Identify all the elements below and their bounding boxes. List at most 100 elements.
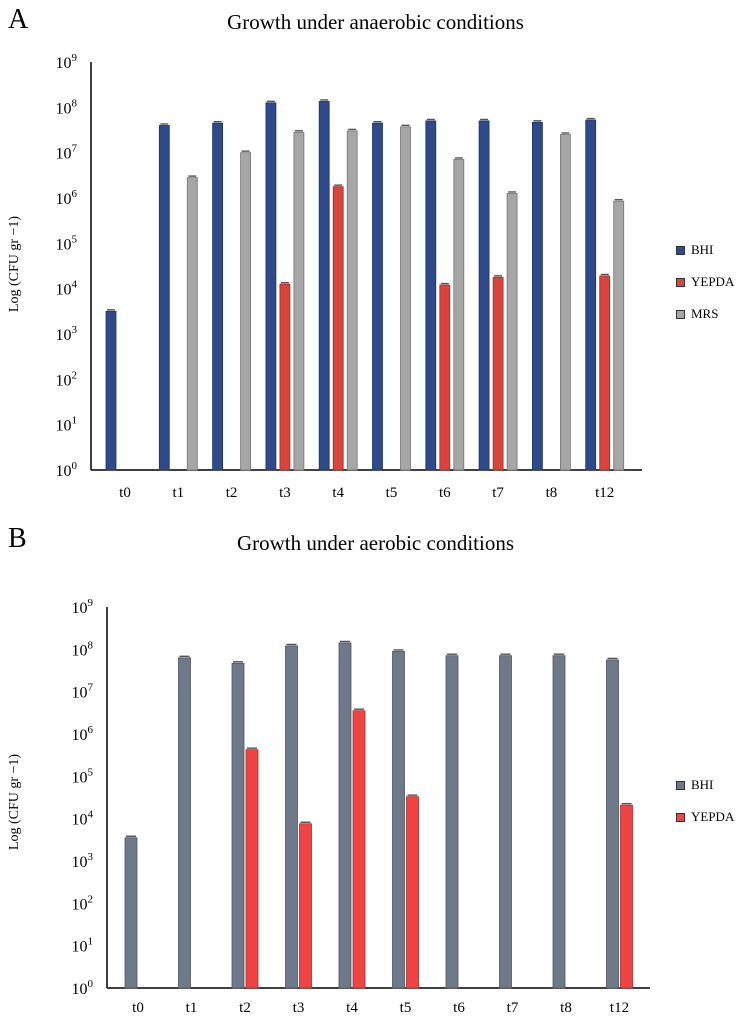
legend-swatch	[676, 277, 685, 287]
bar-yepda-t12	[620, 804, 633, 989]
panel-letter-b: B	[8, 523, 27, 554]
bar-mrs-t6	[453, 159, 465, 471]
bar-bhi-t2	[231, 662, 245, 989]
y-tick-label: 106	[56, 188, 78, 208]
x-tick-label: t8	[560, 1000, 572, 1016]
legend-a: BHI YEPDA MRS	[676, 240, 734, 336]
x-tick-label: t8	[546, 485, 558, 501]
chart-panel-b: B Growth under aerobic conditions 100 101…	[0, 513, 751, 1026]
bar-yepda-t7	[492, 276, 504, 471]
x-tick-label: t7	[507, 1000, 519, 1016]
y-tick-label: 100	[72, 978, 94, 998]
y-tick-label: 107	[56, 143, 78, 163]
y-tick-label: 106	[72, 724, 94, 744]
bar-chart-b: 100 101 102 103 104 105 106 107 108 109 t0 t1 t2 t3 t4…	[72, 597, 650, 1016]
y-tick-label: 107	[72, 682, 94, 702]
x-tick-label: t2	[226, 485, 238, 501]
legend-swatch	[676, 780, 685, 790]
y-tick-label: 104	[72, 809, 94, 829]
bar-mrs-t3	[293, 131, 305, 471]
y-tick-label: 105	[56, 233, 78, 253]
chart-title-b: Growth under aerobic conditions	[236, 531, 514, 555]
bar-bhi-t12	[585, 119, 597, 471]
bar-mrs-t12	[613, 200, 625, 471]
bar-yepda-t6	[439, 284, 451, 471]
legend-item-bhi: BHI	[676, 240, 734, 260]
bar-bhi-t4	[338, 642, 352, 989]
bar-mrs-t5	[400, 126, 411, 471]
bar-yepda-t4	[332, 186, 344, 471]
y-tick-label: 102	[72, 893, 94, 913]
y-tick-label: 101	[72, 936, 94, 956]
legend-label: YEPDA	[691, 274, 735, 289]
bar-bhi-t8	[532, 121, 543, 471]
bar-bhi-t7	[478, 120, 490, 471]
bar-yepda-t5	[406, 796, 419, 989]
bar-yepda-t3	[279, 283, 291, 471]
y-tick-label: 102	[56, 369, 78, 389]
x-tick-label: t0	[132, 1000, 144, 1016]
x-tick-label: t12	[610, 1000, 629, 1016]
y-axis-label-a-wrap: Log (CFU gr −1)	[2, 190, 28, 340]
legend-swatch	[676, 309, 685, 319]
x-tick-label: t2	[239, 1000, 251, 1016]
x-tick-label: t1	[186, 1000, 198, 1016]
x-tick-label: t3	[279, 485, 291, 501]
bar-yepda-t12	[599, 275, 611, 471]
bar-bhi-t1	[178, 657, 191, 989]
x-tick-label: t5	[386, 485, 398, 501]
bar-chart-a: 100 101 102 103 104 105 106 107 108 109 t0 t1 t2 t3 t4…	[56, 52, 642, 501]
y-tick-label: 103	[56, 324, 78, 344]
legend-label: MRS	[691, 306, 719, 321]
legend-swatch	[676, 812, 685, 822]
legend-label: BHI	[691, 777, 714, 792]
y-tick-label: 103	[72, 851, 94, 871]
x-tick-label: t3	[293, 1000, 305, 1016]
x-tick-label: t4	[346, 1000, 358, 1016]
bar-bhi-t4	[318, 101, 330, 471]
bar-bhi-t6	[445, 655, 459, 989]
bar-bhi-t3	[265, 102, 277, 471]
bar-yepda-t2	[245, 749, 259, 989]
x-tick-label: t4	[332, 485, 344, 501]
bar-bhi-t3	[285, 645, 298, 989]
bar-bhi-t8	[552, 655, 566, 989]
x-tick-label: t0	[119, 485, 131, 501]
bar-bhi-t7	[499, 655, 512, 989]
chart-panel-a: A Growth under anaerobic conditions 100 1…	[2, 4, 734, 501]
legend-item-mrs: MRS	[676, 304, 734, 324]
bar-mrs-t2	[240, 152, 252, 471]
y-tick-label: 101	[56, 415, 78, 435]
chart-title-a: Growth under anaerobic conditions	[227, 10, 524, 34]
bar-bhi-t5	[392, 651, 405, 989]
legend-item-bhi: BHI	[676, 775, 734, 795]
bar-bhi-t1	[158, 125, 170, 471]
x-tick-label: t7	[492, 485, 504, 501]
x-tick-label: t6	[453, 1000, 465, 1016]
bar-mrs-t4	[346, 130, 358, 471]
legend-label: YEPDA	[691, 809, 735, 824]
bar-yepda-t3	[299, 823, 312, 989]
bar-mrs-t1	[186, 177, 198, 471]
bar-bhi-t6	[425, 120, 437, 471]
bar-bhi-t12	[606, 659, 619, 989]
panel-letter-a: A	[8, 4, 29, 35]
legend-item-yepda: YEPDA	[676, 807, 734, 827]
bar-mrs-t8	[560, 134, 571, 471]
legend-label: BHI	[691, 242, 714, 257]
bar-bhi-t5	[372, 122, 383, 471]
y-tick-label: 109	[56, 52, 78, 72]
y-tick-label: 104	[56, 279, 78, 299]
x-tick-label: t6	[439, 485, 451, 501]
legend-b: BHI YEPDA	[676, 775, 734, 839]
x-tick-label: t5	[400, 1000, 412, 1016]
x-tick-label: t1	[172, 485, 184, 501]
legend-swatch	[676, 245, 685, 255]
bar-bhi-t0	[124, 837, 138, 989]
y-tick-label: 108	[72, 639, 94, 659]
y-tick-label: 100	[56, 460, 78, 480]
y-tick-label: 105	[72, 766, 94, 786]
y-axis-label-b-wrap: Log (CFU gr −1)	[2, 728, 28, 878]
y-tick-label: 108	[56, 97, 78, 117]
bar-yepda-t4	[352, 710, 366, 989]
